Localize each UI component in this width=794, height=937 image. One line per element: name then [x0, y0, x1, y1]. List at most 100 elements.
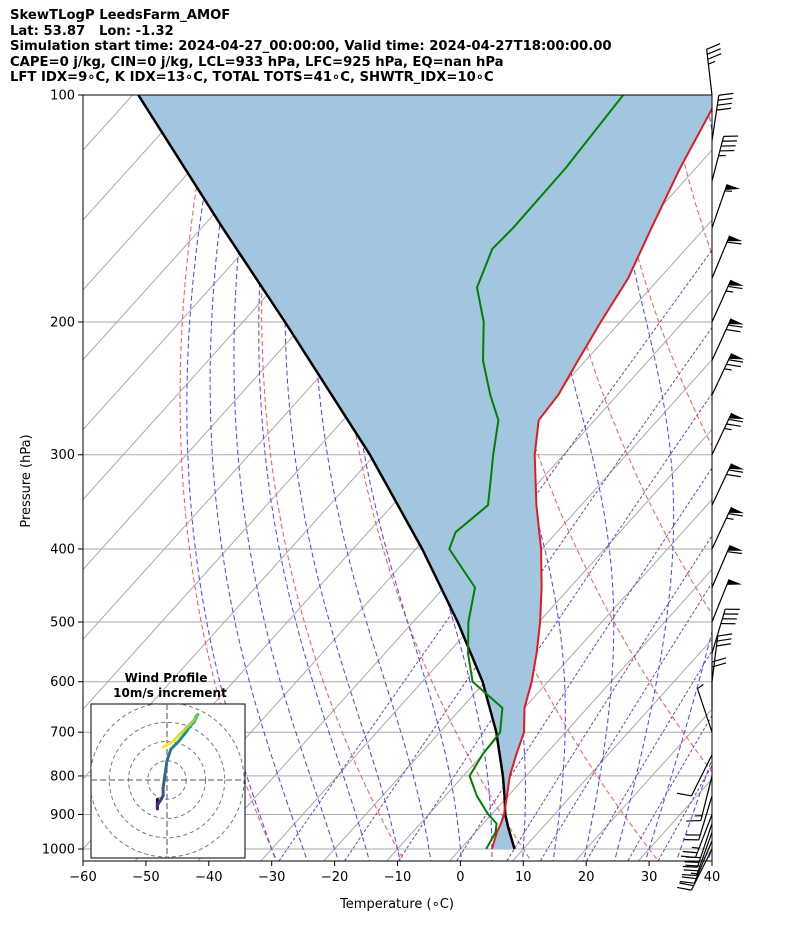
- wind-barb-flag: [728, 280, 744, 286]
- wind-barb-shaft: [711, 318, 732, 361]
- chart-title: SkewTLogP LeedsFarm_AMOF: [10, 8, 231, 23]
- mixing-ratio-line: [657, 764, 712, 861]
- isotherm-line: [323, 428, 712, 861]
- mixing-ratio-line: [539, 581, 712, 861]
- plot-area: [83, 95, 794, 865]
- indices-line-1: CAPE=0 j/kg, CIN=0 j/kg, LCL=933 hPa, LF…: [10, 54, 504, 70]
- y-tick-label: 100: [50, 89, 75, 104]
- wind-barb-shaft: [711, 507, 732, 550]
- isotherm-line: [449, 568, 712, 861]
- wind-barb-flag: [727, 545, 743, 551]
- chart-header: SkewTLogP LeedsFarm_AMOF Lat: 53.87 Lon:…: [10, 8, 612, 86]
- dry-adiabat: [734, 95, 794, 865]
- x-tick-label: −40: [195, 870, 222, 885]
- wind-barb-shaft: [711, 545, 731, 588]
- wind-barb-full: [727, 551, 742, 555]
- x-tick-label: 10: [515, 870, 532, 885]
- wind-barb-shaft: [695, 832, 713, 876]
- wind-barb-shaft: [711, 579, 730, 623]
- wind-barb-full: [682, 850, 698, 854]
- wind-barb-full: [728, 469, 744, 473]
- wind-barb-full: [726, 241, 742, 245]
- parcel-profile-line: [137, 95, 516, 850]
- wind-barb-shaft: [694, 814, 713, 858]
- wind-barb-half: [724, 427, 732, 431]
- dry-adiabat: [668, 95, 712, 256]
- wind-barb-full: [707, 53, 722, 60]
- hodograph-segment: [161, 740, 175, 749]
- moist-adiabat: [233, 95, 340, 861]
- wind-barb-shaft: [711, 279, 732, 323]
- x-tick-label: −60: [69, 870, 96, 885]
- wind-barb-full: [718, 97, 733, 101]
- wind-barb-full: [728, 418, 744, 423]
- wind-barb-full: [728, 324, 743, 328]
- temperature-line: [490, 106, 712, 850]
- x-tick-label: 0: [456, 870, 464, 885]
- mixing-ratio-line: [343, 326, 712, 861]
- moist-adiabat: [312, 95, 432, 861]
- wind-barb: [711, 318, 744, 361]
- wind-barb: [677, 754, 713, 797]
- wind-barb-full: [680, 855, 696, 859]
- y-axis-label: Pressure (hPa): [19, 434, 34, 527]
- wind-barb-half: [726, 517, 734, 520]
- y-tick-label: 400: [50, 542, 75, 557]
- isotherm-line: [83, 95, 259, 291]
- axes: −60 −50 −40 −30 −20 −10 0 10 20 30 40 1000 900 800 700…: [42, 89, 720, 886]
- indices-line-2: LFT IDX=9∘C, K IDX=13∘C, TOTAL TOTS=41∘C…: [10, 70, 494, 86]
- hodograph-segment: [163, 759, 169, 776]
- wind-barb-shaft: [711, 136, 725, 182]
- wind-barb-half: [708, 60, 716, 65]
- wind-barb: [711, 184, 741, 228]
- wind-barb: [706, 43, 722, 96]
- wind-barb: [711, 608, 740, 654]
- wind-barb-flag: [726, 579, 743, 585]
- y-tick-label: 800: [50, 769, 75, 784]
- wind-barb-full: [681, 873, 697, 877]
- isotherm-line: [637, 778, 712, 861]
- wind-barb-shaft: [711, 412, 733, 456]
- dewpoint-line: [448, 95, 624, 850]
- hodograph-subtitle: 10m/s increment: [113, 686, 227, 700]
- wind-barb-shaft: [711, 353, 733, 396]
- wind-barb-flag: [728, 507, 745, 514]
- y-tick-label: 300: [50, 448, 75, 463]
- wind-barb-full: [681, 876, 697, 880]
- wind-barb-full: [716, 107, 732, 111]
- location-text: Lat: 53.87 Lon: -1.32: [10, 23, 174, 39]
- isotherm-line: [197, 289, 712, 861]
- mixing-ratio-line: [506, 534, 712, 861]
- wind-barb-full: [718, 92, 734, 96]
- wind-barb-shaft: [700, 775, 713, 821]
- x-tick-label: 20: [578, 870, 595, 885]
- wind-barb: [711, 412, 745, 456]
- hodograph-title: Wind Profile: [125, 671, 208, 685]
- wind-barb-full: [677, 792, 692, 797]
- mixing-ratio-line: [278, 249, 712, 861]
- y-tick-label: 900: [50, 808, 75, 823]
- wind-barb-half: [725, 290, 734, 293]
- mixing-ratio-line: [627, 714, 712, 861]
- wind-barb: [711, 135, 739, 182]
- hodograph-segment: [161, 772, 167, 790]
- wind-barb-full: [717, 102, 732, 106]
- wind-barb-shaft: [711, 235, 731, 279]
- moist-adiabat: [644, 95, 712, 861]
- wind-barb-full: [726, 423, 741, 427]
- hodograph-segment: [169, 740, 181, 751]
- wind-barb-shaft: [711, 609, 726, 654]
- wind-barb: [711, 633, 733, 682]
- wind-barb-shaft: [711, 463, 733, 506]
- wind-barb: [711, 545, 743, 588]
- dry-adiabat: [179, 95, 278, 861]
- wind-barb-shaft: [711, 95, 720, 141]
- wind-barb: [711, 353, 745, 396]
- wind-barb-shaft: [698, 795, 713, 841]
- wind-barb-full: [725, 328, 741, 333]
- wind-barb-half: [691, 846, 700, 849]
- hodograph-ring: [108, 721, 226, 839]
- time-text: Simulation start time: 2024-04-27_00:00:…: [10, 39, 612, 55]
- moist-adiabat: [675, 757, 712, 861]
